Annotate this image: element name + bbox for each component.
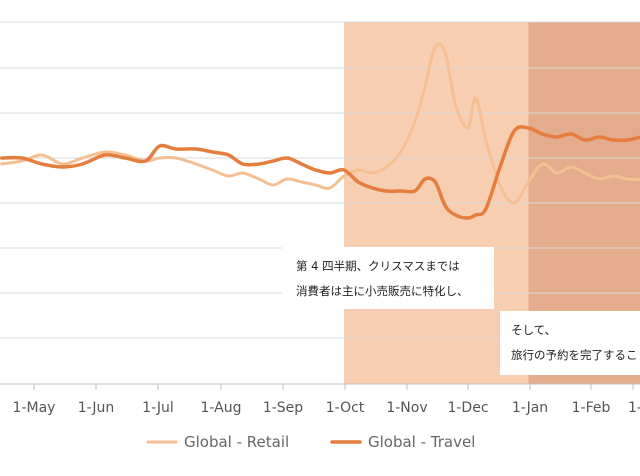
x-tick-label: 1-Oct xyxy=(326,400,365,416)
x-tick-label: 1-Jul xyxy=(142,400,174,416)
annotation-text: 第 4 四半期、クリスマスまでは xyxy=(296,259,460,273)
legend-label: Global - Retail xyxy=(184,433,289,451)
series-lines xyxy=(0,42,640,220)
x-tick-label: 1-Nov xyxy=(386,400,427,416)
annotation-box-2: そして、旅行の予約を完了するこ xyxy=(500,311,640,375)
x-tick-label: 1- xyxy=(628,400,640,416)
annotation-text: 消費者は主に小売販売に特化し、 xyxy=(296,284,469,298)
series-line-retail xyxy=(0,42,640,205)
annotation-text: そして、 xyxy=(511,323,556,337)
series-line-travel xyxy=(0,125,640,220)
x-tick-label: 1-Jun xyxy=(78,400,115,416)
x-axis: 1-May 1-Jun 1-Jul 1-Aug 1-Sep 1-Oct 1-Nov 1-Dec… xyxy=(0,383,640,416)
x-tick-label: 1-Feb xyxy=(572,400,611,416)
x-tick-label: 1-Dec xyxy=(447,400,488,416)
legend-label: Global - Travel xyxy=(368,433,475,451)
x-tick-label: 1-Sep xyxy=(263,400,303,416)
annotations: 第 4 四半期、クリスマスまでは消費者は主に小売販売に特化し、そして、旅行の予約… xyxy=(282,247,640,375)
x-tick-label: 1-Jan xyxy=(512,400,548,416)
annotation-background xyxy=(282,247,494,309)
legend: Global - Retail Global - Travel xyxy=(146,433,475,451)
x-tick-label: 1-May xyxy=(13,400,56,416)
annotation-text: 旅行の予約を完了するこ xyxy=(511,348,638,362)
x-tick-label: 1-Aug xyxy=(201,400,242,416)
annotation-background xyxy=(500,311,640,375)
